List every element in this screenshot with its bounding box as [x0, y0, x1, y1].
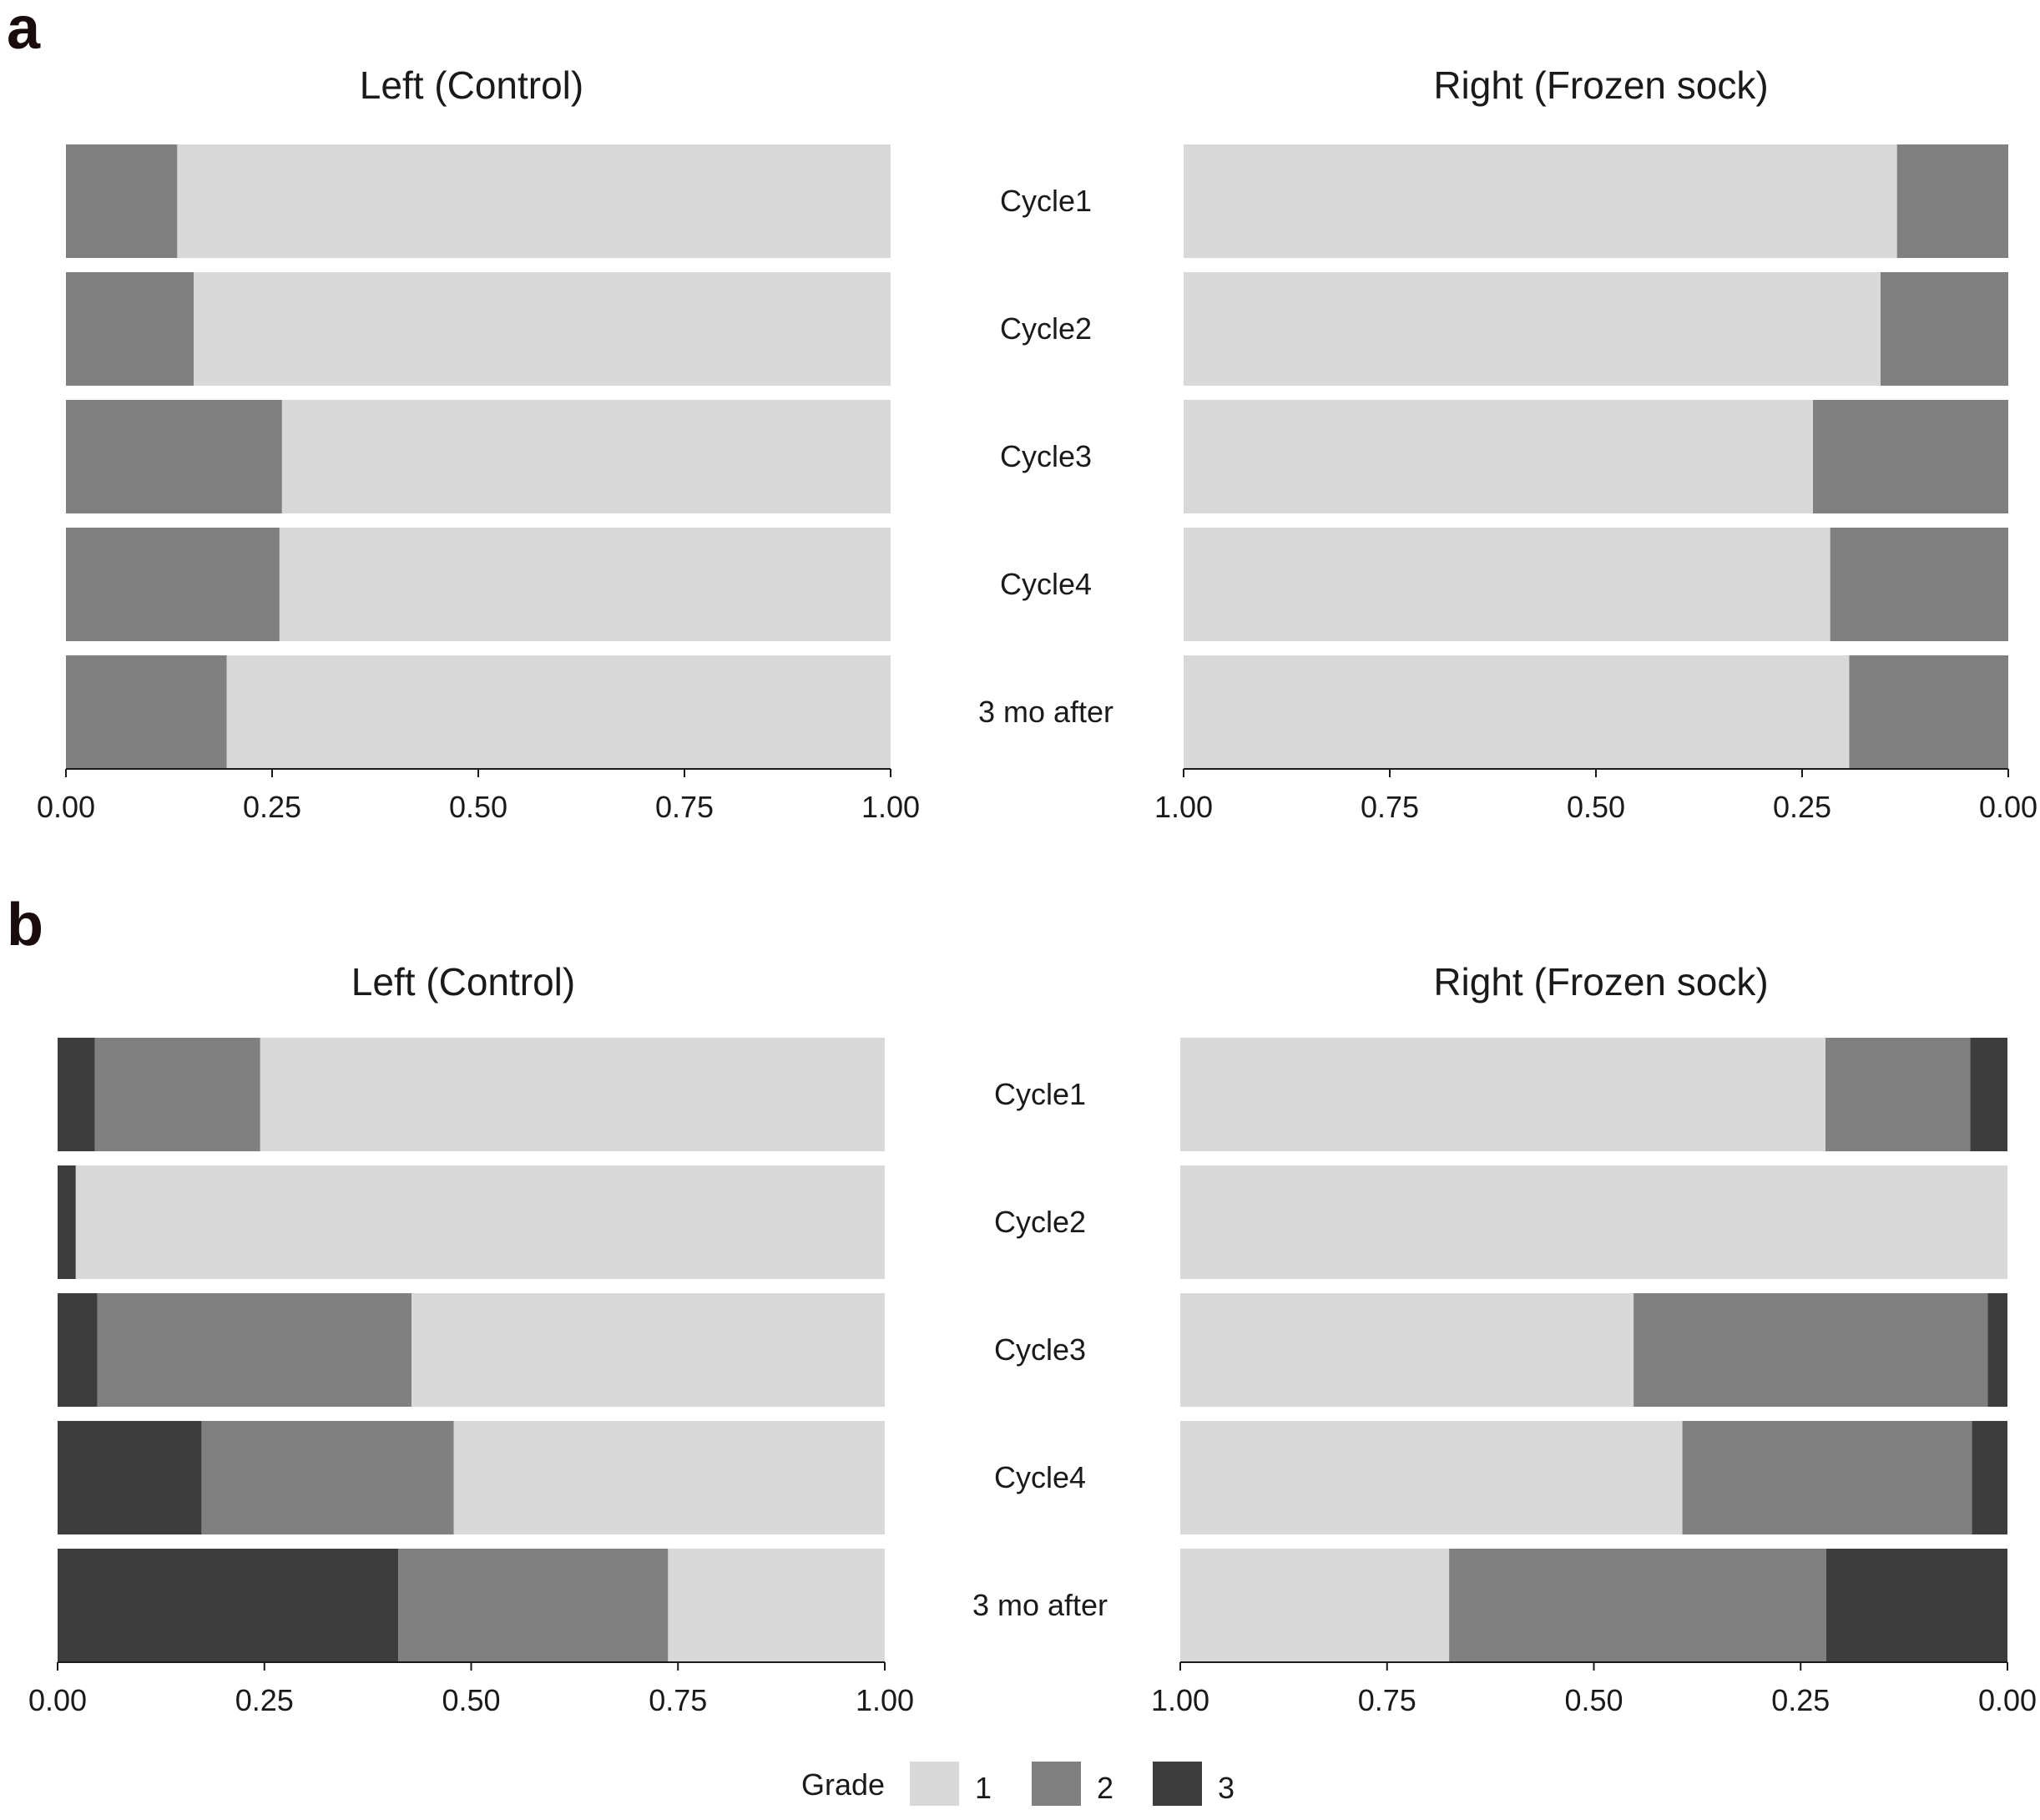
x-tick-label: 1.00 — [1151, 1683, 1209, 1717]
x-tick-label: 0.50 — [442, 1683, 500, 1717]
x-tick-label: 0.25 — [1771, 1683, 1830, 1717]
bar-segment-grade-2 — [1896, 144, 2008, 258]
x-tick-label: 0.25 — [1773, 790, 1831, 824]
bar-segment-grade-1 — [668, 1549, 885, 1662]
legend-label-grade-2: 2 — [1097, 1771, 1113, 1805]
x-tick-label: 0.75 — [1361, 790, 1419, 824]
legend-key-grade-3 — [1153, 1762, 1202, 1806]
bar-segment-grade-2 — [201, 1421, 454, 1534]
bar-segment-grade-1 — [1180, 1549, 1450, 1662]
bar-segment-grade-1 — [1180, 1421, 1683, 1534]
bar-segment-grade-2 — [1634, 1293, 1988, 1407]
chart-b-right: Right (Frozen sock) 0.00 0.25 0.50 0.75 1.00 — [1151, 960, 2037, 1717]
bar-segment-grade-2 — [1682, 1421, 1972, 1534]
bar-segment-grade-3 — [58, 1549, 399, 1662]
x-tick-label: 1.00 — [1154, 790, 1213, 824]
bar-segment-grade-1 — [279, 528, 891, 641]
bar-segment-grade-1 — [453, 1421, 885, 1534]
panel-label-b: b — [7, 892, 43, 958]
bar-segment-grade-3 — [1987, 1293, 2007, 1407]
bar-segment-grade-1 — [75, 1165, 885, 1279]
bar-segment-grade-2 — [66, 272, 194, 386]
x-tick-label: 1.00 — [856, 1683, 914, 1717]
category-label: Cycle3 — [994, 1332, 1086, 1367]
bar-segment-grade-2 — [66, 655, 227, 769]
bar-segment-grade-1 — [1184, 272, 1881, 386]
chart-b-left: Left (Control) Cycle1 Cycle2 Cycle3 Cycle4 3 … — [28, 960, 1108, 1717]
panel-label-a: a — [7, 0, 41, 62]
bar-segment-grade-3 — [58, 1293, 98, 1407]
bar-segment-grade-2 — [66, 400, 282, 513]
x-tick-label: 0.00 — [1978, 1683, 2037, 1717]
x-tick-label: 0.75 — [655, 790, 714, 824]
bar-segment-grade-1 — [1180, 1165, 2007, 1279]
x-tick-label: 0.00 — [37, 790, 95, 824]
bar-segment-grade-1 — [177, 144, 891, 258]
x-tick-label: 1.00 — [861, 790, 920, 824]
bar-segment-grade-1 — [1184, 655, 1850, 769]
bar-segment-grade-1 — [1184, 528, 1830, 641]
bar-segment-grade-3 — [58, 1038, 95, 1151]
chart-title: Left (Control) — [351, 960, 575, 1004]
bar-segment-grade-2 — [398, 1549, 669, 1662]
bar-segment-grade-1 — [194, 272, 891, 386]
bar-segment-grade-3 — [1970, 1038, 2007, 1151]
bar-segment-grade-1 — [281, 400, 891, 513]
bar-segment-grade-3 — [58, 1165, 76, 1279]
chart-title: Right (Frozen sock) — [1433, 960, 1768, 1004]
x-tick-label: 0.50 — [449, 790, 507, 824]
category-label: Cycle4 — [994, 1460, 1086, 1494]
bar-segment-grade-3 — [1972, 1421, 2007, 1534]
bar-segment-grade-1 — [412, 1293, 885, 1407]
legend-key-grade-2 — [1032, 1762, 1081, 1806]
x-tick-label: 0.25 — [243, 790, 301, 824]
bar-segment-grade-3 — [1825, 1549, 2007, 1662]
chart-title: Left (Control) — [360, 63, 583, 107]
bar-segment-grade-3 — [58, 1421, 202, 1534]
bar-segment-grade-1 — [226, 655, 891, 769]
category-label: Cycle1 — [994, 1077, 1086, 1111]
bar-segment-grade-1 — [1184, 144, 1897, 258]
category-label: Cycle3 — [1000, 439, 1092, 473]
x-tick-label: 0.00 — [1979, 790, 2037, 824]
x-tick-label: 0.50 — [1564, 1683, 1623, 1717]
legend-key-grade-1 — [910, 1762, 959, 1806]
category-label: Cycle1 — [1000, 184, 1092, 218]
category-label: Cycle2 — [1000, 311, 1092, 346]
category-label: 3 mo after — [978, 695, 1113, 729]
bar-segment-grade-1 — [1180, 1038, 1825, 1151]
legend-label-grade-3: 3 — [1218, 1771, 1235, 1805]
x-tick-label: 0.00 — [28, 1683, 87, 1717]
bar-segment-grade-1 — [1180, 1293, 1634, 1407]
bar-segment-grade-2 — [97, 1293, 412, 1407]
bar-segment-grade-2 — [66, 144, 178, 258]
x-tick-label: 0.75 — [649, 1683, 707, 1717]
chart-a-right: Right (Frozen sock) 0.00 0.25 0.50 0.75 1.00 — [1154, 63, 2037, 824]
bar-segment-grade-2 — [66, 528, 280, 641]
category-label: 3 mo after — [972, 1588, 1108, 1622]
charts: Left (Control) Cycle1 Cycle2 Cycle3 Cycle4 3 … — [28, 63, 2037, 1717]
x-tick-label: 0.50 — [1567, 790, 1625, 824]
bar-segment-grade-2 — [1880, 272, 2008, 386]
category-label: Cycle2 — [994, 1205, 1086, 1239]
bar-segment-grade-2 — [1825, 1038, 1971, 1151]
chart-a-left: Left (Control) Cycle1 Cycle2 Cycle3 Cycle4 3 … — [37, 63, 1113, 824]
x-tick-label: 0.25 — [235, 1683, 294, 1717]
legend-label-grade-1: 1 — [975, 1771, 992, 1805]
legend-title: Grade — [801, 1767, 885, 1802]
bar-segment-grade-2 — [1449, 1549, 1826, 1662]
bar-segment-grade-2 — [1849, 655, 2008, 769]
bar-segment-grade-1 — [1184, 400, 1813, 513]
x-tick-label: 0.75 — [1358, 1683, 1416, 1717]
category-label: Cycle4 — [1000, 567, 1092, 601]
legend: Grade 1 2 3 — [801, 1762, 1235, 1806]
chart-title: Right (Frozen sock) — [1433, 63, 1768, 107]
bar-segment-grade-2 — [1812, 400, 2008, 513]
bar-segment-grade-1 — [260, 1038, 885, 1151]
bar-segment-grade-2 — [94, 1038, 260, 1151]
bar-segment-grade-2 — [1830, 528, 2008, 641]
